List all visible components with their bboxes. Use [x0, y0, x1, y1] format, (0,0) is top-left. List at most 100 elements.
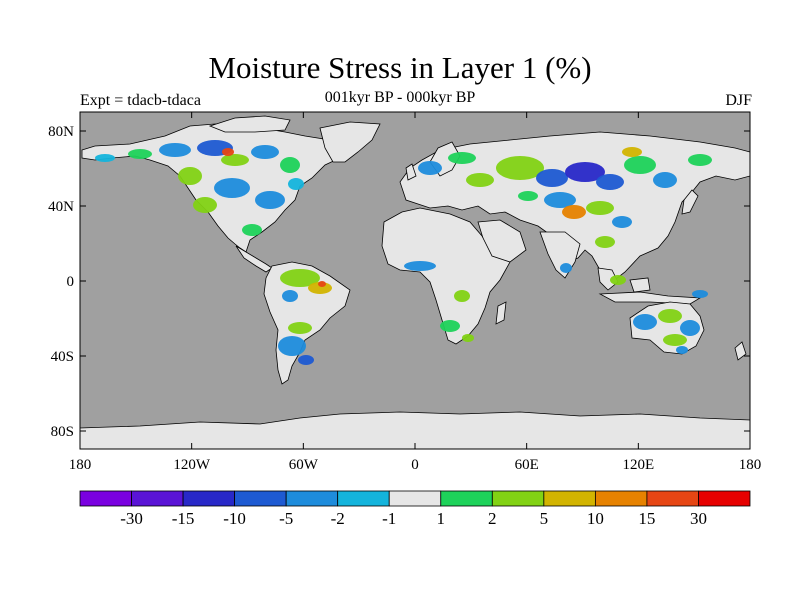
colorbar-label: -30	[120, 509, 143, 528]
colorbar-label: 1	[437, 509, 446, 528]
map-subtitle: 001kyr BP - 000kyr BP	[324, 89, 476, 106]
y-tick-label: 80S	[51, 424, 74, 440]
land-group	[80, 115, 750, 449]
anomaly-patch	[633, 314, 657, 330]
anomaly-patch	[280, 157, 300, 173]
anomaly-patch	[214, 178, 250, 198]
anomaly-patch	[653, 172, 677, 188]
y-tick-label: 40S	[51, 349, 74, 365]
southeast-asia	[597, 267, 619, 291]
new-zealand	[734, 341, 747, 361]
colorbar-swatch	[285, 490, 339, 507]
anomaly-patch	[565, 162, 605, 182]
anomaly-patch	[288, 178, 304, 190]
x-tick-label: 60W	[289, 457, 319, 473]
y-tick-label: 80N	[48, 124, 74, 140]
anomaly-patch	[178, 167, 202, 185]
anomaly-patch	[692, 290, 708, 298]
anomaly-patch	[676, 346, 688, 354]
colorbar-label: -15	[172, 509, 195, 528]
anomaly-patch	[518, 191, 538, 201]
colorbar-label: 30	[690, 509, 707, 528]
x-tick-label: 120W	[173, 457, 211, 473]
x-tick-label: 60E	[515, 457, 539, 473]
anomaly-patch	[536, 169, 568, 187]
british-isles	[405, 163, 417, 181]
anomaly-patch	[255, 191, 285, 209]
anomaly-patch	[95, 154, 115, 162]
borneo	[629, 277, 651, 293]
anomaly-patch	[242, 224, 262, 236]
antarctica	[80, 411, 750, 449]
y-tick-label: 40N	[48, 199, 74, 215]
y-tick-label: 0	[67, 274, 75, 290]
anomaly-patch	[159, 143, 191, 157]
colorbar: -30 -15 -10 -5 -2 -1 1 2 5 10 15 30	[79, 490, 751, 528]
colorbar-swatch	[388, 490, 442, 507]
x-tick-label: 180	[69, 457, 92, 473]
colorbar-swatch	[543, 490, 596, 507]
anomaly-patch	[128, 149, 152, 159]
anomaly-patch	[560, 263, 572, 273]
experiment-label: Expt = tdacb-tdaca	[80, 92, 201, 109]
colorbar-swatch	[440, 490, 493, 507]
colorbar-label: 10	[587, 509, 604, 528]
anomaly-patch	[404, 261, 436, 271]
anomaly-patch	[595, 236, 615, 248]
anomaly-patch	[278, 336, 306, 356]
anomaly-patch	[663, 334, 687, 346]
colorbar-swatch	[646, 490, 699, 507]
colorbar-swatch	[594, 490, 648, 507]
anomaly-patch	[221, 154, 249, 166]
japan	[681, 189, 699, 215]
anomaly-patch	[251, 145, 279, 159]
anomaly-patch	[222, 148, 234, 156]
axis-ticks: 180 120W 60W 0 60E 120E 180 80N 40N 0 40S 80S	[48, 112, 761, 473]
greenland	[319, 121, 381, 163]
anomaly-patch	[624, 156, 656, 174]
anomaly-patch	[688, 154, 712, 166]
anomaly-patch	[462, 334, 474, 342]
anomaly-patch	[612, 216, 632, 228]
anomaly-patch	[586, 201, 614, 215]
madagascar	[495, 301, 507, 325]
indonesia	[598, 291, 702, 305]
anomaly-patch	[280, 269, 320, 287]
colorbar-swatch	[491, 490, 545, 507]
anomaly-patch	[610, 275, 626, 285]
colorbar-label: -1	[382, 509, 396, 528]
anomaly-patch	[282, 290, 298, 302]
anomaly-patch	[596, 174, 624, 190]
colorbar-swatch	[79, 490, 132, 507]
anomaly-patch	[440, 320, 460, 332]
anomaly-patch	[622, 147, 642, 157]
anomaly-patch	[658, 309, 682, 323]
colorbar-label: -10	[223, 509, 246, 528]
colorbar-swatch	[234, 490, 287, 507]
anomaly-patch	[496, 156, 544, 180]
colorbar-swatch	[182, 490, 236, 507]
colorbar-label: 5	[540, 509, 549, 528]
colorbar-label: 2	[488, 509, 497, 528]
anomaly-patch	[454, 290, 470, 302]
map-title: Moisture Stress in Layer 1 (%)	[208, 50, 592, 85]
anomaly-patch	[562, 205, 586, 219]
x-tick-label: 120E	[622, 457, 654, 473]
anomaly-patch	[466, 173, 494, 187]
arctic-islands	[208, 115, 291, 133]
anomaly-patch	[544, 192, 576, 208]
anomaly-patch	[193, 197, 217, 213]
x-tick-label: 180	[739, 457, 762, 473]
anomaly-patch	[418, 161, 442, 175]
colorbar-label: -2	[331, 509, 345, 528]
x-tick-label: 0	[411, 457, 419, 473]
colorbar-label: -5	[279, 509, 293, 528]
anomaly-patch	[448, 152, 476, 164]
anomaly-patch	[680, 320, 700, 336]
colorbar-label: 15	[638, 509, 655, 528]
season-label: DJF	[725, 92, 752, 109]
anomaly-patches	[95, 140, 712, 365]
colorbar-swatch	[698, 490, 751, 507]
anomaly-patch	[298, 355, 314, 365]
